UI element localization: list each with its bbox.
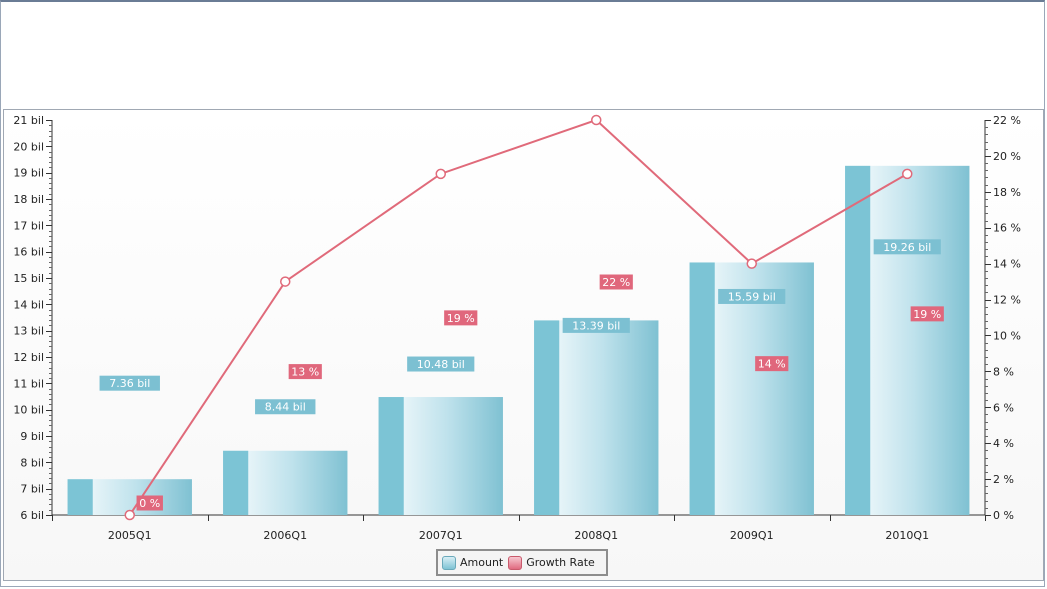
y-right-tick-label: 14 % bbox=[993, 258, 1021, 271]
data-label-growth-rate-bg bbox=[288, 364, 322, 380]
y-right-tick-label: 22 % bbox=[993, 114, 1021, 127]
y-left-tick-label: 10 bil bbox=[13, 404, 44, 417]
legend-label-growth-rate: Growth Rate bbox=[526, 556, 595, 569]
y-left-tick-label: 17 bil bbox=[13, 219, 44, 232]
data-label-growth-rate: 19 % bbox=[913, 308, 941, 321]
data-label-amount: 10.48 bil bbox=[417, 358, 465, 371]
data-label-growth-rate: 19 % bbox=[447, 312, 475, 325]
y-right-tick-label: 2 % bbox=[993, 473, 1014, 486]
y-right-tick-label: 18 % bbox=[993, 186, 1021, 199]
legend-item-amount[interactable]: Amount bbox=[442, 555, 504, 570]
data-label-amount: 7.36 bil bbox=[109, 377, 150, 390]
bar-amount bbox=[845, 165, 970, 515]
data-label-amount-bg bbox=[873, 239, 941, 255]
chart-legend: Amount Growth Rate bbox=[436, 549, 608, 576]
point-growth-rate bbox=[591, 114, 602, 126]
data-label-amount-bg bbox=[99, 375, 160, 391]
legend-item-growth-rate[interactable]: Growth Rate bbox=[508, 555, 595, 570]
data-label-amount: 19.26 bil bbox=[883, 241, 931, 254]
data-label-growth-rate-bg bbox=[599, 274, 633, 290]
x-tick-label: 2009Q1 bbox=[730, 529, 774, 542]
data-label-amount-bg bbox=[407, 356, 475, 372]
y-left-tick-label: 21 bil bbox=[13, 114, 44, 127]
data-label-amount: 13.39 bil bbox=[572, 319, 620, 332]
legend-swatch-amount bbox=[442, 555, 456, 570]
point-growth-rate bbox=[280, 276, 291, 287]
bar-amount bbox=[67, 479, 192, 515]
y-left-tick-label: 7 bil bbox=[20, 483, 44, 496]
data-label-growth-rate-bg bbox=[136, 495, 163, 511]
y-right-tick-label: 10 % bbox=[993, 329, 1021, 342]
y-right-tick-label: 20 % bbox=[993, 150, 1021, 163]
point-growth-rate bbox=[124, 509, 135, 521]
line-growth-rate bbox=[128, 118, 908, 516]
x-tick-label: 2008Q1 bbox=[574, 529, 618, 542]
legend-label-amount: Amount bbox=[460, 556, 504, 569]
data-label-growth-rate-bg bbox=[755, 356, 789, 372]
y-right-tick-label: 0 % bbox=[993, 509, 1014, 522]
x-tick-label: 2006Q1 bbox=[263, 529, 307, 542]
y-left-tick-label: 11 bil bbox=[13, 377, 44, 390]
data-label-amount-bg bbox=[255, 399, 316, 415]
x-tick-label: 2007Q1 bbox=[419, 529, 463, 542]
y-left-tick-label: 15 bil bbox=[13, 272, 44, 285]
y-left-tick-label: 9 bil bbox=[20, 430, 44, 443]
data-label-growth-rate-bg bbox=[444, 310, 478, 326]
data-label-growth-rate: 14 % bbox=[758, 358, 786, 371]
point-growth-rate bbox=[902, 168, 913, 180]
point-growth-rate bbox=[435, 168, 446, 180]
y-left-tick-label: 6 bil bbox=[20, 509, 44, 522]
point-growth-rate bbox=[746, 258, 757, 269]
bar-amount bbox=[378, 397, 503, 515]
data-label-amount: 8.44 bil bbox=[265, 401, 306, 414]
y-right-tick-label: 16 % bbox=[993, 222, 1021, 235]
data-label-growth-rate: 13 % bbox=[291, 366, 319, 379]
data-label-growth-rate: 0 % bbox=[139, 497, 160, 510]
bar-amount bbox=[689, 262, 814, 515]
y-left-tick-label: 8 bil bbox=[20, 456, 44, 469]
y-left-tick-label: 12 bil bbox=[13, 351, 44, 364]
y-left-tick-label: 18 bil bbox=[13, 193, 44, 206]
legend-swatch-growth-rate bbox=[508, 555, 523, 570]
y-left-tick-label: 16 bil bbox=[13, 246, 44, 259]
data-label-amount-bg bbox=[562, 317, 630, 333]
data-label-amount: 15.59 bil bbox=[728, 290, 776, 303]
y-left-tick-label: 20 bil bbox=[13, 140, 44, 153]
y-left-tick-label: 13 bil bbox=[13, 325, 44, 338]
y-left-tick-label: 19 bil bbox=[13, 167, 44, 180]
data-label-growth-rate-bg bbox=[910, 306, 944, 322]
y-right-tick-label: 8 % bbox=[993, 365, 1014, 378]
x-tick-label: 2005Q1 bbox=[108, 529, 152, 542]
y-right-tick-label: 4 % bbox=[993, 437, 1014, 450]
y-left-tick-label: 14 bil bbox=[13, 298, 44, 311]
bar-amount bbox=[223, 450, 348, 515]
y-right-tick-label: 12 % bbox=[993, 294, 1021, 307]
data-label-amount-bg bbox=[718, 288, 786, 304]
y-right-tick-label: 6 % bbox=[993, 401, 1014, 414]
data-label-growth-rate: 22 % bbox=[602, 276, 630, 289]
bar-amount bbox=[534, 320, 659, 515]
x-tick-label: 2010Q1 bbox=[885, 529, 929, 542]
